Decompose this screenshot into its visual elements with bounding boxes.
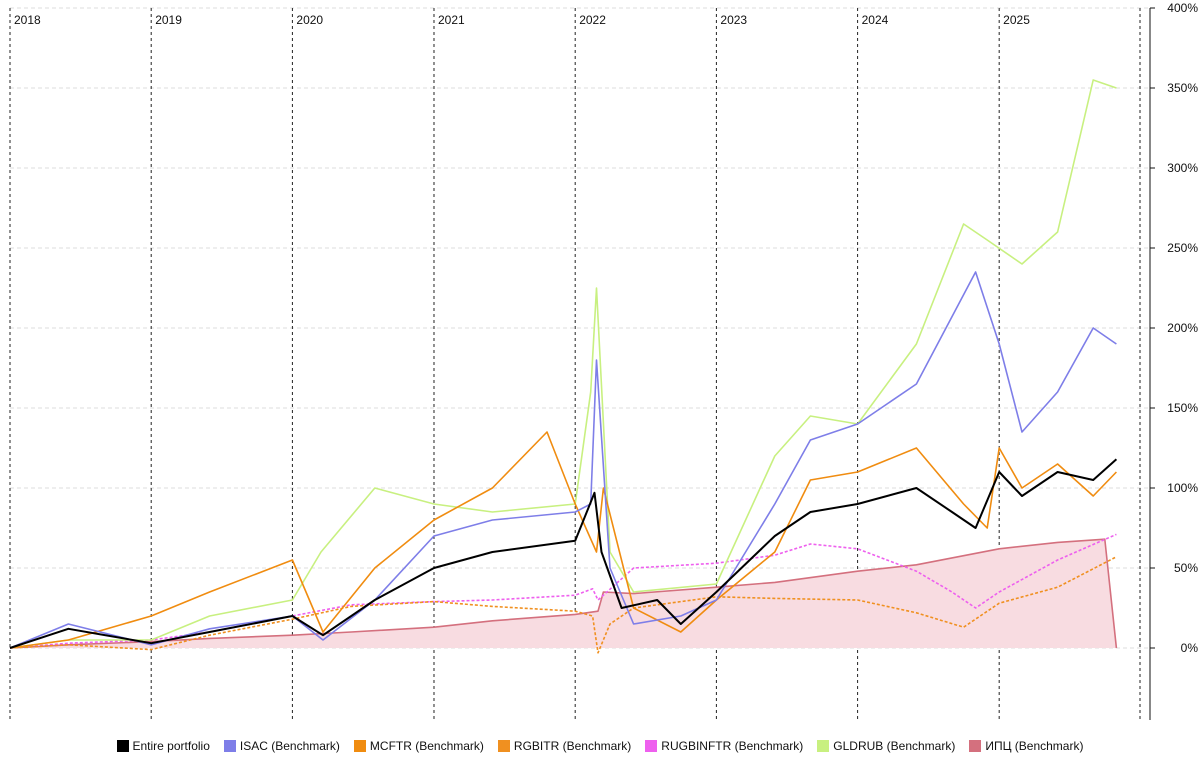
y-tick-label: 300% — [1167, 161, 1198, 175]
legend-swatch — [223, 740, 236, 752]
series-line-rgbitr-benchmark — [9, 556, 1117, 654]
series-line-gldrub-benchmark — [9, 79, 1117, 649]
year-labels: 2018 2019 2020 2021 2022 2023 2024 2025 — [14, 13, 1030, 27]
legend-item[interactable]: RGBITR (Benchmark) — [497, 739, 632, 753]
y-tick-label: 200% — [1167, 321, 1198, 335]
y-tick-label: 350% — [1167, 81, 1198, 95]
legend-swatch — [116, 740, 129, 752]
performance-chart: 400%350%300%250%200%150%100%50%0% 2018 20… — [9, 1, 1198, 720]
y-tick-label: 250% — [1167, 241, 1198, 255]
legend-swatch — [969, 740, 982, 752]
y-tick-label: 150% — [1167, 401, 1198, 415]
legend-label: ISAC (Benchmark) — [239, 739, 340, 753]
y-tick-label: 0% — [1181, 641, 1199, 655]
year-label: 2024 — [862, 13, 889, 27]
legend-swatch — [817, 740, 830, 752]
legend-item[interactable]: GLDRUB (Benchmark) — [817, 739, 955, 753]
y-tick-label: 100% — [1167, 481, 1198, 495]
legend-label: RGBITR (Benchmark) — [513, 739, 632, 753]
year-label: 2021 — [438, 13, 465, 27]
series-line-mcftr-benchmark — [9, 431, 1117, 649]
y-tick-label: 400% — [1167, 1, 1198, 15]
year-divider-lines — [9, 8, 1141, 720]
legend-item[interactable]: RUGBINFTR (Benchmark) — [645, 739, 803, 753]
legend-item[interactable]: Entire portfolio — [116, 739, 210, 753]
legend-label: MCFTR (Benchmark) — [369, 739, 484, 753]
legend-item[interactable]: ISAC (Benchmark) — [223, 739, 340, 753]
legend-label: RUGBINFTR (Benchmark) — [661, 739, 804, 753]
legend-item[interactable]: ИПЦ (Benchmark) — [969, 739, 1083, 753]
series-line-entire-portfolio — [9, 458, 1118, 649]
year-label: 2023 — [720, 13, 747, 27]
legend-label: ИПЦ (Benchmark) — [985, 739, 1084, 753]
legend-label: GLDRUB (Benchmark) — [833, 739, 956, 753]
series-lines — [9, 79, 1118, 654]
series-area-benchmark — [10, 539, 1117, 648]
y-tick-label: 50% — [1174, 561, 1198, 575]
series-line-benchmark — [9, 538, 1118, 649]
y-axis-ticks: 400% 350% 300% 250% 200% 150% 100% 50% 0% — [1150, 1, 1198, 655]
year-label: 2018 — [14, 13, 41, 27]
legend-swatch — [497, 740, 510, 752]
year-label: 2022 — [579, 13, 606, 27]
year-label: 2019 — [155, 13, 182, 27]
year-label: 2025 — [1003, 13, 1030, 27]
legend-item[interactable]: MCFTR (Benchmark) — [353, 739, 484, 753]
legend-label: Entire portfolio — [132, 739, 210, 753]
legend-swatch — [645, 740, 658, 752]
year-label: 2020 — [296, 13, 323, 27]
legend-swatch — [353, 740, 366, 752]
legend: Entire portfolio ISAC (Benchmark) MCFTR (B… — [0, 736, 1200, 756]
